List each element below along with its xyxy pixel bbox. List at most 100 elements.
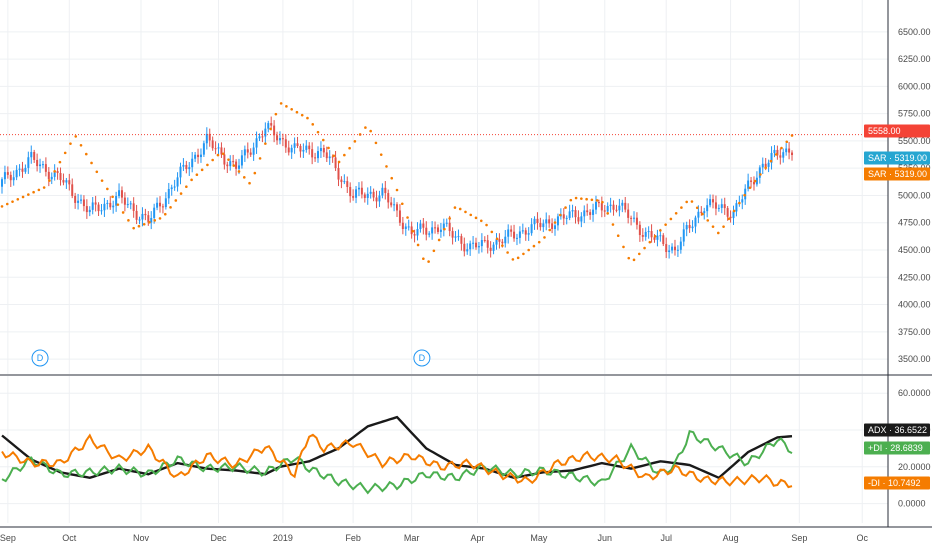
candle-body[interactable] [726, 208, 729, 217]
candle-body[interactable] [173, 186, 176, 188]
candle-body[interactable] [346, 181, 349, 187]
candle-body[interactable] [199, 154, 202, 158]
candle-body[interactable] [635, 217, 638, 225]
sar-dot[interactable] [211, 158, 214, 162]
sar-dot[interactable] [0, 205, 4, 208]
candle-body[interactable] [217, 147, 220, 149]
candle-body[interactable] [469, 243, 472, 250]
sar-dot[interactable] [553, 221, 557, 224]
sar-dot[interactable] [111, 195, 114, 199]
candle-body[interactable] [211, 140, 214, 149]
candle-body[interactable] [398, 210, 401, 223]
sar-dot[interactable] [432, 249, 436, 253]
sar-dot[interactable] [195, 173, 199, 177]
candle-body[interactable] [706, 205, 709, 212]
sar-dot[interactable] [395, 188, 399, 192]
candle-body[interactable] [372, 191, 375, 198]
sar-dot[interactable] [490, 230, 494, 234]
candle-body[interactable] [694, 217, 697, 227]
sar-dot[interactable] [495, 237, 499, 241]
candle-body[interactable] [647, 231, 650, 233]
candle-body[interactable] [36, 159, 39, 167]
sar-dot[interactable] [348, 146, 351, 150]
candle-body[interactable] [404, 226, 407, 229]
sar-dot[interactable] [738, 201, 741, 205]
candle-body[interactable] [442, 223, 445, 230]
candle-body[interactable] [126, 204, 129, 206]
candle-body[interactable] [138, 219, 141, 221]
candle-body[interactable] [276, 135, 279, 141]
candle-body[interactable] [436, 227, 439, 232]
sar-dot[interactable] [179, 192, 183, 195]
candle-body[interactable] [3, 172, 6, 180]
sar-dot[interactable] [132, 226, 135, 230]
sar-dot[interactable] [221, 152, 225, 156]
candle-body[interactable] [296, 143, 299, 147]
sar-dot[interactable] [253, 171, 257, 175]
candle-body[interactable] [50, 176, 53, 180]
sar-dot[interactable] [690, 200, 694, 203]
candle-body[interactable] [700, 211, 703, 214]
candle-body[interactable] [349, 186, 352, 197]
candle-body[interactable] [161, 206, 164, 208]
sar-dot[interactable] [643, 246, 646, 250]
candle-body[interactable] [641, 235, 644, 237]
sar-dot[interactable] [379, 153, 383, 156]
candle-body[interactable] [717, 207, 720, 209]
candle-body[interactable] [39, 164, 42, 167]
candle-body[interactable] [776, 149, 779, 156]
candle-body[interactable] [314, 157, 317, 159]
candle-body[interactable] [311, 149, 314, 158]
sar-dot[interactable] [121, 211, 125, 214]
sar-dot[interactable] [16, 197, 20, 201]
candle-body[interactable] [80, 199, 83, 201]
candle-body[interactable] [507, 229, 510, 237]
sar-dot[interactable] [422, 257, 425, 261]
sar-dot[interactable] [558, 213, 562, 217]
candle-body[interactable] [68, 180, 71, 185]
sar-dot[interactable] [42, 186, 46, 189]
candle-body[interactable] [676, 249, 679, 251]
sar-dot[interactable] [79, 143, 83, 147]
sar-dot[interactable] [759, 173, 762, 176]
candle-body[interactable] [688, 225, 691, 229]
candle-body[interactable] [185, 164, 188, 170]
sar-dot[interactable] [185, 185, 188, 189]
candle-body[interactable] [671, 246, 674, 251]
candle-body[interactable] [384, 187, 387, 194]
candle-body[interactable] [539, 223, 542, 228]
candle-body[interactable] [164, 198, 167, 208]
candle-body[interactable] [501, 241, 504, 244]
candle-body[interactable] [454, 236, 457, 238]
sar-dot[interactable] [585, 197, 588, 201]
sar-dot[interactable] [632, 258, 636, 262]
candle-body[interactable] [264, 128, 267, 137]
candle-body[interactable] [779, 155, 782, 158]
candle-body[interactable] [290, 147, 293, 153]
sar-dot[interactable] [21, 195, 25, 199]
sar-dot[interactable] [374, 141, 378, 145]
dividend-marker[interactable] [413, 349, 431, 367]
candle-body[interactable] [159, 202, 162, 207]
sar-dot[interactable] [190, 178, 193, 182]
candle-body[interactable] [785, 148, 788, 153]
candle-body[interactable] [445, 222, 448, 224]
sar-dot[interactable] [611, 223, 615, 226]
sar-dot[interactable] [501, 244, 504, 247]
candle-body[interactable] [229, 161, 232, 167]
sar-dot[interactable] [622, 245, 625, 249]
sar-dot[interactable] [148, 220, 151, 224]
candle-body[interactable] [451, 231, 454, 238]
candle-body[interactable] [293, 143, 296, 148]
candle-body[interactable] [167, 189, 170, 199]
candle-body[interactable] [226, 164, 229, 167]
sar-dot[interactable] [337, 160, 341, 164]
candle-body[interactable] [30, 151, 33, 158]
sar-dot[interactable] [385, 165, 388, 168]
candle-body[interactable] [188, 167, 191, 170]
candle-body[interactable] [24, 167, 27, 172]
candle-body[interactable] [735, 203, 738, 212]
candle-body[interactable] [258, 136, 261, 139]
sar-dot[interactable] [95, 170, 99, 174]
sar-dot[interactable] [321, 138, 325, 142]
